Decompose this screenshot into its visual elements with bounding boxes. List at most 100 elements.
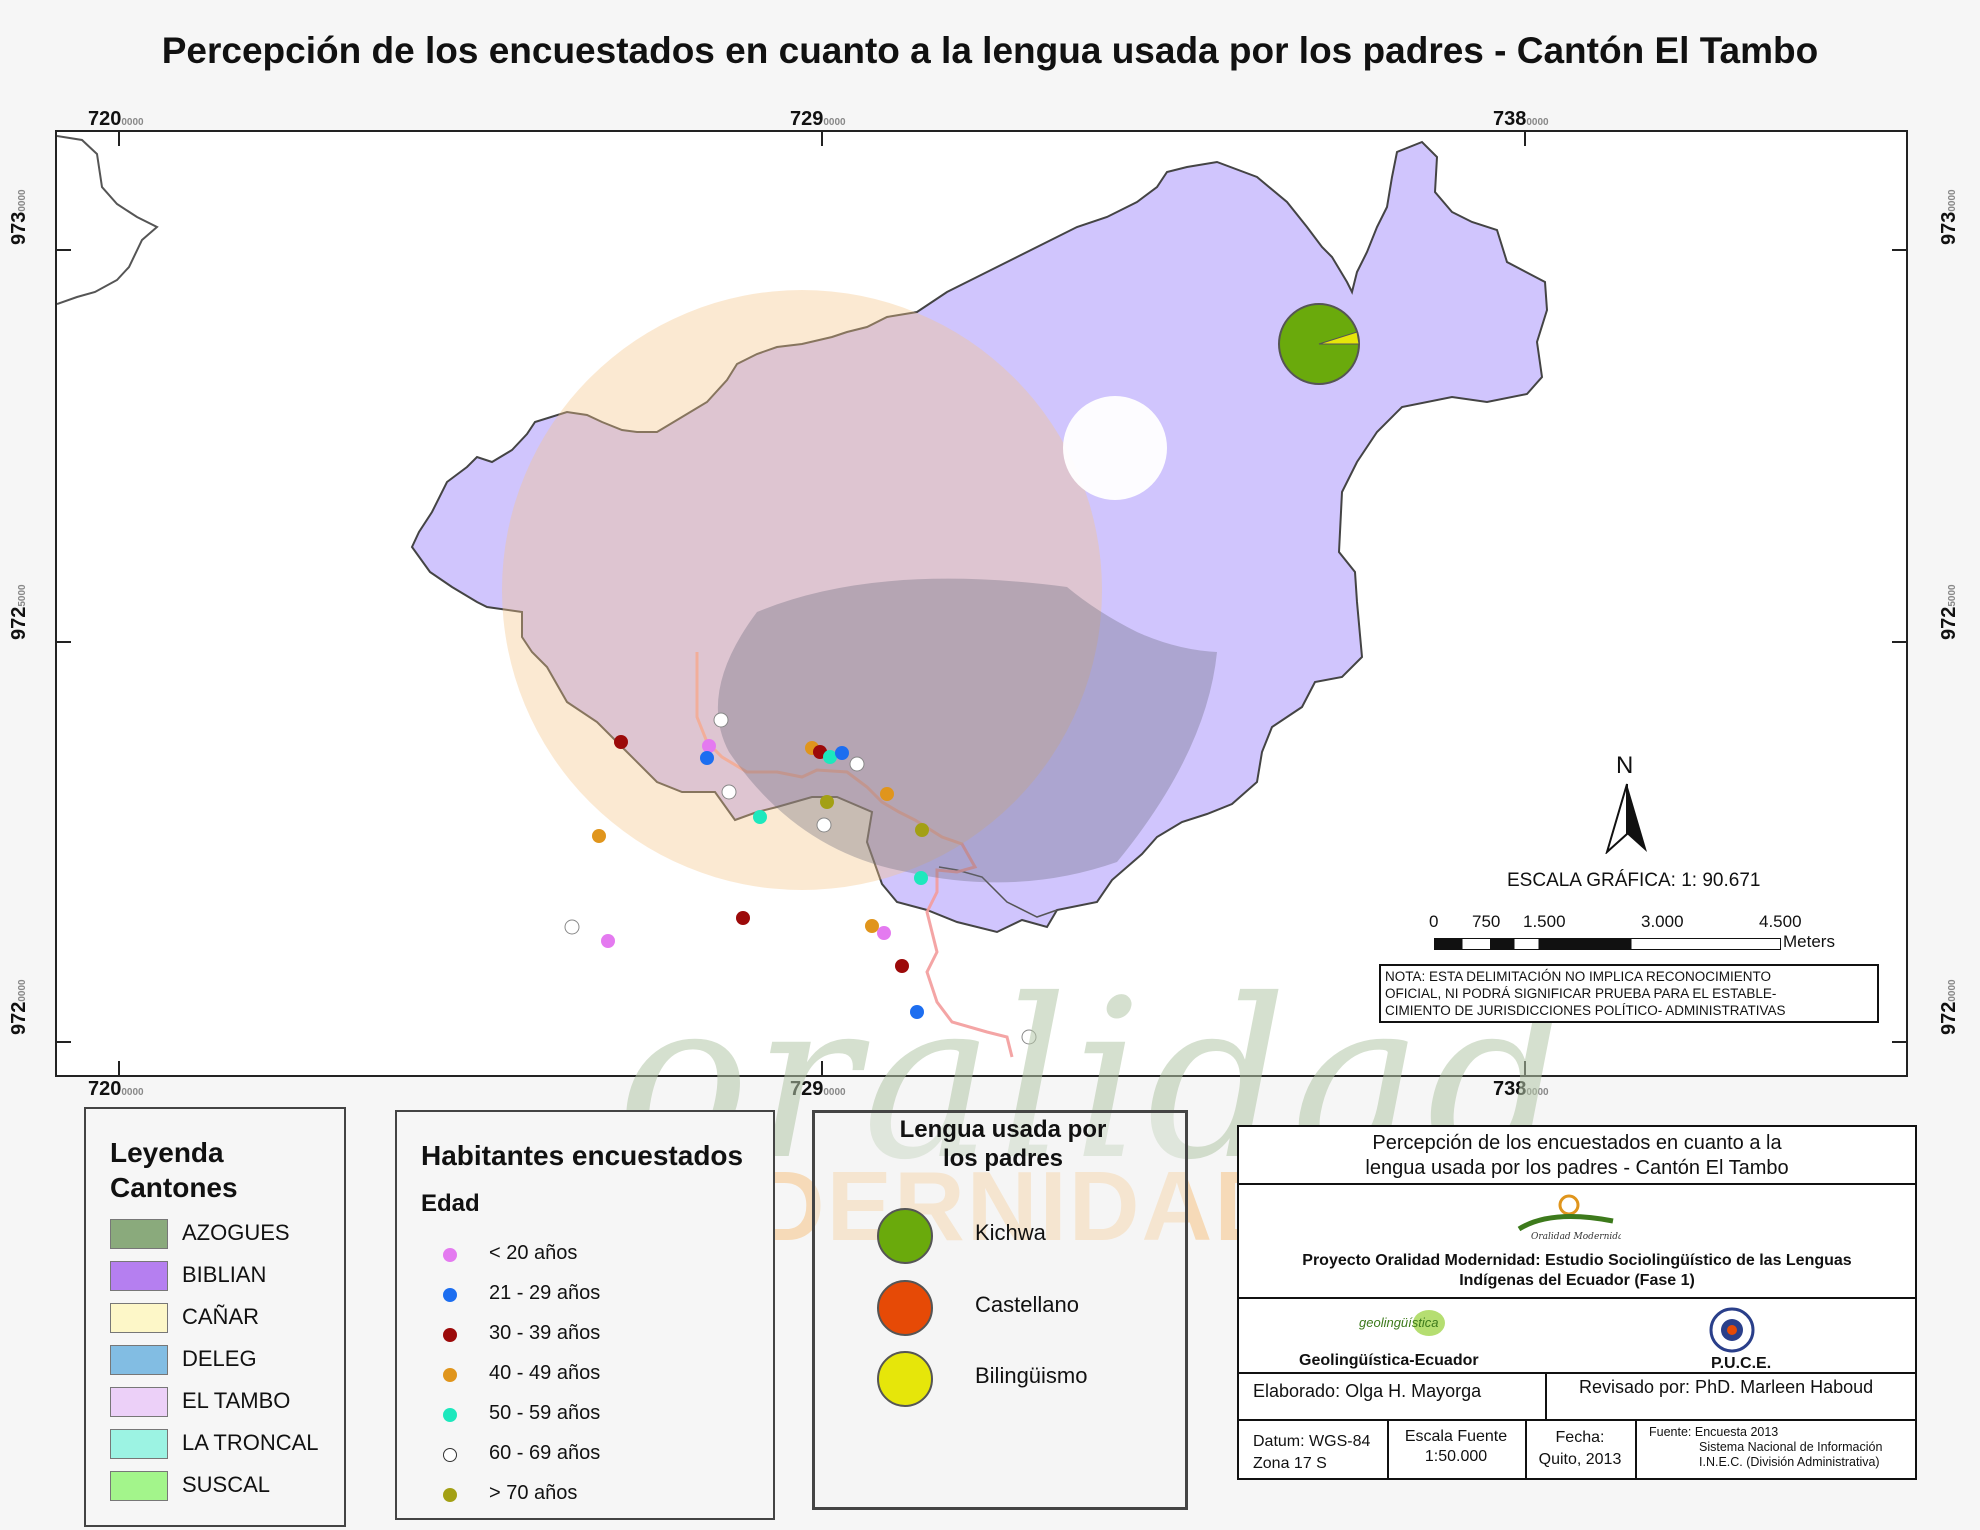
grid-label-y-left-2: 9725000 <box>8 584 30 640</box>
canton-label: LA TRONCAL <box>182 1430 319 1455</box>
fecha-cell: Fecha: Quito, 2013 <box>1538 1429 1622 1468</box>
canton-label: AZOGUES <box>182 1220 290 1245</box>
survey-point[interactable] <box>877 926 891 940</box>
legend-cantones: Leyenda Cantones AZOGUES BIBLIAN CAÑAR DELE… <box>84 1107 346 1527</box>
survey-point[interactable] <box>849 756 865 772</box>
grid-label-x-bottom-1: 7200000 <box>88 1078 144 1100</box>
canton-label: EL TAMBO <box>182 1388 291 1413</box>
scale-title: ESCALA GRÁFICA: 1: 90.671 <box>1507 870 1761 891</box>
legend-habitantes-title: Habitantes encuestados <box>421 1140 744 1171</box>
title-block-heading: Percepción de los encuestados en cuanto … <box>1365 1132 1789 1179</box>
survey-point[interactable] <box>721 784 737 800</box>
age-label: 30 - 39 años <box>489 1322 601 1344</box>
age-dot <box>443 1408 457 1422</box>
survey-point[interactable] <box>820 795 834 809</box>
canton-label: DELEG <box>182 1346 257 1371</box>
canton-label: CAÑAR <box>182 1304 260 1329</box>
age-label: 60 - 69 años <box>489 1442 601 1464</box>
survey-point[interactable] <box>910 1005 924 1019</box>
oralidad-logo-icon: Oralidad Modernidad <box>1517 1194 1621 1242</box>
watermark-hole <box>1063 396 1167 500</box>
grid-label-y-right-3: 9720000 <box>1938 979 1960 1035</box>
age-dot <box>443 1288 457 1302</box>
lengua-circle <box>877 1208 933 1264</box>
survey-point[interactable] <box>564 919 580 935</box>
legend-habitantes-subtitle: Edad <box>421 1190 480 1217</box>
grid-label-x-bottom-2: 7290000 <box>790 1078 846 1100</box>
disclaimer-note: NOTA: ESTA DELIMITACIÓN NO IMPLICA RECON… <box>1379 964 1879 1023</box>
survey-point[interactable] <box>702 739 716 753</box>
survey-point[interactable] <box>895 959 909 973</box>
survey-point[interactable] <box>592 829 606 843</box>
neighbour-canton-outline <box>57 135 159 305</box>
watermark-circle <box>502 290 1102 890</box>
grid-label-y-left-3: 9720000 <box>8 979 30 1035</box>
fuente-cell: Fuente: Encuesta 2013 Sistema Nacional d… <box>1649 1425 1883 1469</box>
el-tambo-canton-area <box>410 140 1549 934</box>
grid-label-y-right-1: 9730000 <box>1938 189 1960 245</box>
canton-swatch <box>110 1471 168 1501</box>
grid-label-x-top-3: 7380000 <box>1493 108 1549 130</box>
survey-point[interactable] <box>865 919 879 933</box>
grid-label-y-left-1: 9730000 <box>8 189 30 245</box>
org-right: P.U.C.E. <box>1711 1355 1772 1372</box>
canton-swatch <box>110 1261 168 1291</box>
age-label: 40 - 49 años <box>489 1362 601 1384</box>
survey-point[interactable] <box>736 911 750 925</box>
escala-cell: Escala Fuente 1:50.000 <box>1404 1428 1508 1465</box>
canton-swatch <box>110 1387 168 1417</box>
lengua-label: Bilingüismo <box>975 1363 1088 1388</box>
elaborado-por: Elaborado: Olga H. Mayorga <box>1253 1381 1482 1401</box>
age-label: < 20 años <box>489 1242 578 1264</box>
age-dot <box>443 1328 457 1342</box>
canton-swatch <box>110 1429 168 1459</box>
lengua-label: Kichwa <box>975 1220 1046 1245</box>
canton-swatch <box>110 1345 168 1375</box>
project-name: Proyecto Oralidad Modernidad: Estudio So… <box>1302 1252 1852 1289</box>
age-label: 21 - 29 años <box>489 1282 601 1304</box>
survey-point[interactable] <box>700 751 714 765</box>
puce-seal-icon <box>1709 1307 1755 1353</box>
legend-habitantes: Habitantes encuestados Edad < 20 años 21 … <box>395 1110 775 1520</box>
survey-point[interactable] <box>713 712 729 728</box>
survey-point[interactable] <box>914 871 928 885</box>
age-label: 50 - 59 años <box>489 1402 601 1424</box>
lengua-circle <box>877 1280 933 1336</box>
canton-swatch <box>110 1303 168 1333</box>
survey-point[interactable] <box>1021 1029 1037 1045</box>
survey-point[interactable] <box>835 746 849 760</box>
grid-label-y-right-2: 9725000 <box>1938 584 1960 640</box>
canton-label: SUSCAL <box>182 1472 271 1497</box>
grid-label-x-top-1: 7200000 <box>88 108 144 130</box>
scale-bar: 0 750 1.500 3.000 4.500 Meters <box>1429 912 1835 951</box>
grid-label-x-bottom-3: 7380000 <box>1493 1078 1549 1100</box>
datum-cell: Datum: WGS-84 Zona 17 S <box>1253 1433 1371 1472</box>
legend-cantones-subtitle: Cantones <box>110 1172 238 1203</box>
survey-point[interactable] <box>614 735 628 749</box>
survey-point[interactable] <box>753 810 767 824</box>
watermark-dark-sector <box>717 578 1217 883</box>
north-arrow-icon <box>1605 783 1647 854</box>
canton-label: BIBLIAN <box>182 1262 267 1287</box>
canton-swatch <box>110 1219 168 1249</box>
map-frame[interactable]: oralidad N ESCALA GRÁFICA: 1: 90.671 0 7… <box>55 130 1908 1208</box>
survey-point[interactable] <box>816 817 832 833</box>
kichwa-pie-symbol <box>1278 303 1360 385</box>
title-block: Percepción de los encuestados en cuanto … <box>1237 1125 1917 1480</box>
road-line <box>695 652 1014 1058</box>
age-dot <box>443 1368 457 1382</box>
svg-text:Oralidad Modernidad: Oralidad Modernidad <box>1531 1232 1621 1242</box>
grid-label-x-top-2: 7290000 <box>790 108 846 130</box>
geolinguistica-logo-icon: geolingüística <box>1359 1310 1445 1336</box>
age-dot <box>443 1448 457 1462</box>
survey-point[interactable] <box>601 934 615 948</box>
age-dot <box>443 1488 457 1502</box>
lengua-label: Castellano <box>975 1292 1079 1317</box>
revisado-por: Revisado por: PhD. Marleen Haboud <box>1579 1377 1874 1397</box>
survey-point[interactable] <box>915 823 929 837</box>
survey-point[interactable] <box>823 750 837 764</box>
org-left: Geolingüística-Ecuador <box>1299 1352 1479 1369</box>
legend-cantones-title: Leyenda <box>110 1137 224 1168</box>
survey-point[interactable] <box>880 787 894 801</box>
north-label: N <box>1616 752 1634 779</box>
